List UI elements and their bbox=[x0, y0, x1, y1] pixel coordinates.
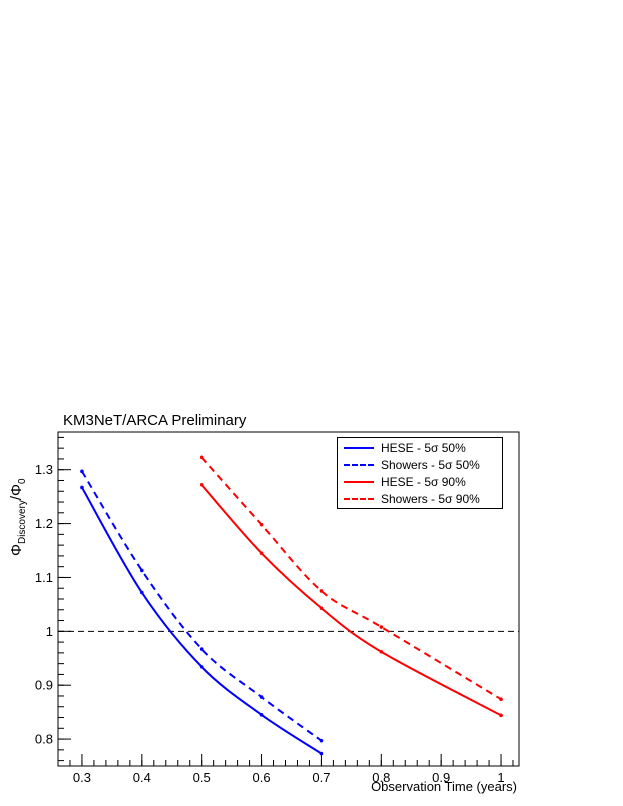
data-point bbox=[140, 568, 144, 573]
x-tick-label: 0.3 bbox=[73, 770, 91, 785]
x-tick-label: 0.7 bbox=[312, 770, 330, 785]
data-point bbox=[319, 589, 324, 593]
x-tick-label: 0.4 bbox=[133, 770, 151, 785]
series-line bbox=[81, 486, 322, 755]
data-point bbox=[199, 482, 204, 487]
y-tick-label: 1.1 bbox=[35, 570, 53, 585]
data-point bbox=[259, 713, 264, 717]
legend-label: HESE - 5σ 50% bbox=[381, 441, 466, 455]
series-line bbox=[200, 484, 502, 717]
data-point bbox=[499, 713, 503, 718]
series-line bbox=[81, 470, 323, 742]
legend-swatch bbox=[344, 464, 374, 466]
data-point bbox=[319, 751, 324, 756]
data-point bbox=[140, 590, 144, 595]
data-point bbox=[259, 695, 264, 699]
series-line bbox=[200, 456, 502, 701]
y-tick-label: 0.8 bbox=[35, 732, 53, 747]
data-point bbox=[499, 697, 503, 701]
x-axis-label: Observation Time (years) bbox=[371, 779, 517, 794]
x-tick-label: 0.9 bbox=[432, 770, 450, 785]
y-axis-label: ΦDiscovery/Φ0 bbox=[8, 478, 28, 556]
y-tick-label: 0.9 bbox=[35, 678, 53, 693]
legend: HESE - 5σ 50% Showers - 5σ 50% HESE - 5σ… bbox=[337, 437, 503, 509]
x-tick-label: 0.5 bbox=[193, 770, 211, 785]
data-point bbox=[199, 647, 204, 651]
legend-swatch bbox=[344, 447, 374, 449]
x-tick-label: 1 bbox=[497, 770, 504, 785]
y-tick-label: 1.2 bbox=[35, 516, 53, 531]
y-label-main: Φ bbox=[8, 544, 25, 556]
data-point bbox=[199, 665, 204, 669]
data-point bbox=[319, 606, 324, 610]
y-label-sep: /Φ bbox=[8, 483, 25, 501]
chart-title: KM3NeT/ARCA Preliminary bbox=[63, 412, 247, 429]
axis-ticks bbox=[57, 436, 514, 766]
data-point bbox=[199, 455, 204, 460]
data-point bbox=[80, 469, 84, 474]
x-tick-label: 0.8 bbox=[372, 770, 390, 785]
legend-item: Showers - 5σ 50% bbox=[338, 457, 502, 473]
data-point bbox=[259, 522, 264, 527]
legend-swatch bbox=[344, 481, 374, 483]
data-point bbox=[259, 551, 264, 556]
legend-label: HESE - 5σ 90% bbox=[381, 475, 466, 489]
legend-item: HESE - 5σ 50% bbox=[338, 440, 502, 456]
legend-label: Showers - 5σ 50% bbox=[381, 458, 480, 472]
y-tick-label: 1 bbox=[46, 624, 53, 639]
data-point bbox=[379, 649, 384, 654]
series-group bbox=[80, 455, 503, 756]
y-label-sub1: Discovery bbox=[17, 500, 28, 545]
legend-item: Showers - 5σ 90% bbox=[338, 491, 502, 507]
x-tick-label: 0.6 bbox=[253, 770, 271, 785]
legend-item: HESE - 5σ 90% bbox=[338, 474, 502, 490]
data-point bbox=[319, 738, 324, 743]
legend-label: Showers - 5σ 90% bbox=[381, 492, 480, 506]
legend-swatch bbox=[344, 498, 374, 500]
y-tick-label: 1.3 bbox=[35, 462, 53, 477]
axis-tick-labels: 0.3 0.4 0.5 0.6 0.7 0.8 0.9 1 0.8 0.9 1 1.1 1.2 1.3 bbox=[35, 462, 505, 785]
data-point bbox=[80, 485, 84, 490]
y-label-sub2: 0 bbox=[17, 478, 28, 484]
data-point bbox=[379, 625, 384, 629]
